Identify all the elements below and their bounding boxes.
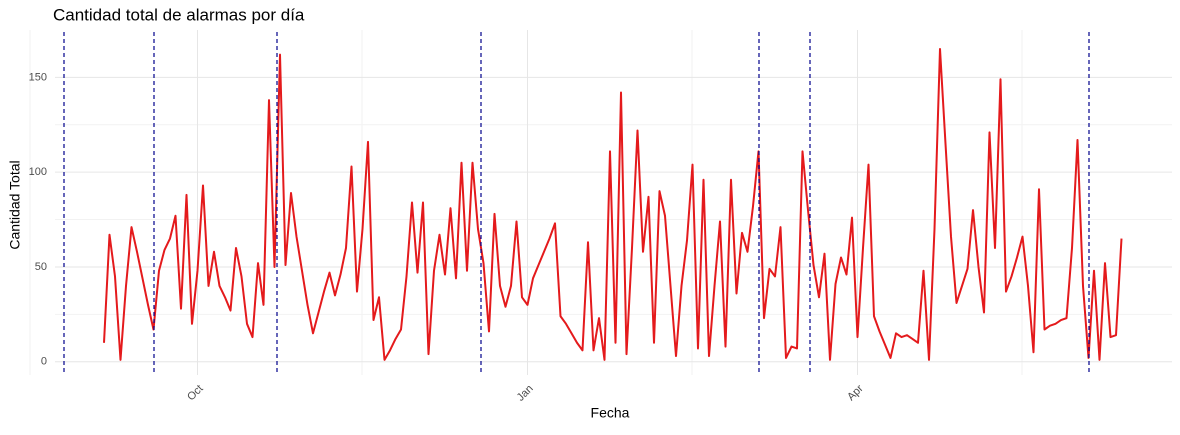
- x-axis-label: Fecha: [591, 405, 630, 421]
- y-axis-label: Cantidad Total: [7, 160, 23, 249]
- chart-title: Cantidad total de alarmas por día: [53, 5, 305, 24]
- y-tick-label: 100: [29, 166, 47, 178]
- y-tick-label: 50: [35, 261, 47, 273]
- data-line: [103, 47, 1123, 361]
- period-markers: [63, 32, 1090, 375]
- y-tick-label: 0: [41, 356, 47, 368]
- y-tick-label: 150: [29, 71, 47, 83]
